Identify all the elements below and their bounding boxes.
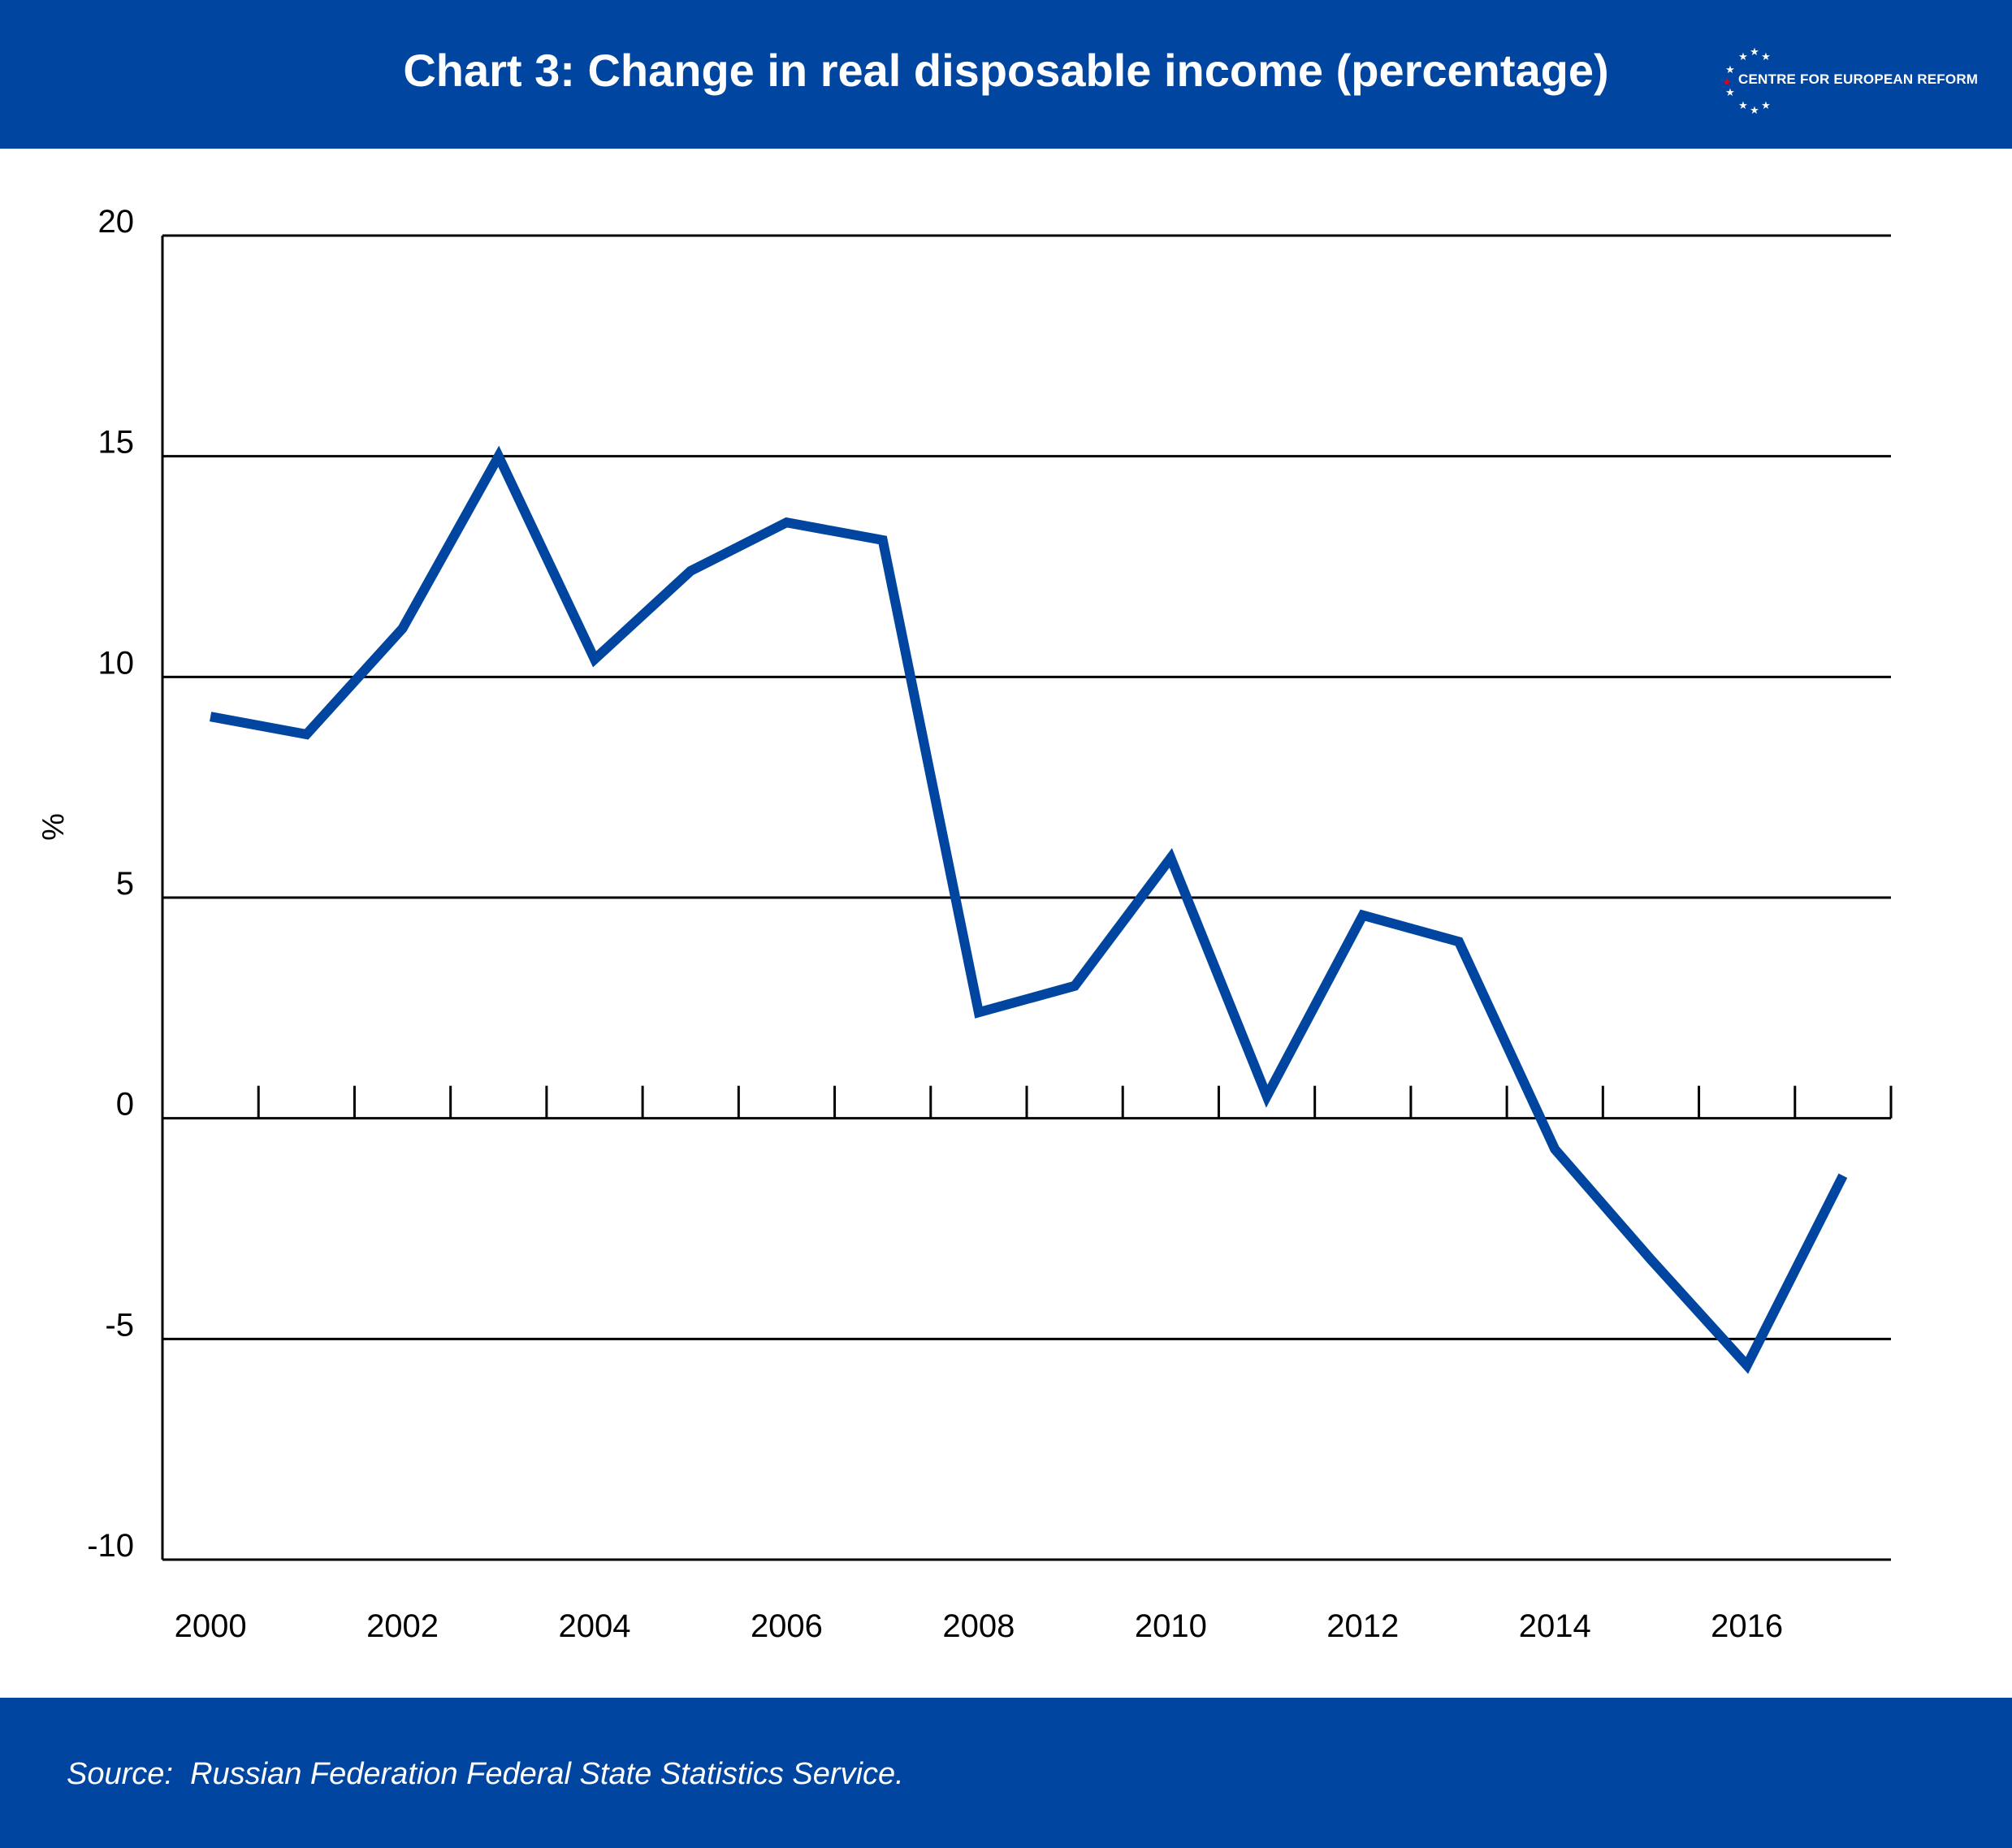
logo-text: CENTRE FOR EUROPEAN REFORM (1738, 71, 1979, 87)
data-point (594, 659, 595, 660)
x-axis-ticks (161, 1085, 1893, 1119)
x-tick-label: 2008 (942, 1608, 1015, 1644)
data-point (882, 539, 884, 541)
x-tick-label: 2006 (751, 1608, 823, 1644)
y-tick-label: 20 (98, 204, 135, 240)
y-tick-label: 5 (116, 866, 134, 902)
x-tick-label: 2012 (1326, 1608, 1399, 1644)
x-tick-label: 2016 (1711, 1608, 1783, 1644)
x-tick-label: 2002 (366, 1608, 439, 1644)
y-tick-label: -10 (87, 1528, 134, 1564)
x-tick-labels: 2000 2002 2004 2006 2008 2010 2012 2014 2016 (175, 1608, 1784, 1644)
svg-text:★: ★ (1725, 86, 1735, 98)
data-point (1650, 1259, 1651, 1261)
data-point (305, 734, 307, 735)
y-tick-label: 15 (98, 425, 135, 461)
y-axis-label: % (37, 813, 71, 841)
x-tick-label: 2014 (1519, 1608, 1591, 1644)
data-point (498, 456, 500, 457)
svg-text:★: ★ (1761, 99, 1771, 111)
y-tick-label: 10 (98, 645, 135, 681)
svg-text:★: ★ (1738, 50, 1748, 63)
x-tick-label: 2000 (175, 1608, 247, 1644)
data-point (1074, 985, 1075, 987)
source-footer-bar (0, 1698, 2012, 1848)
data-point (1842, 1175, 1844, 1176)
data-point (402, 628, 404, 630)
data-point (978, 1011, 980, 1013)
source-note: Source: Russian Federation Federal State… (67, 1757, 904, 1791)
svg-text:★: ★ (1750, 104, 1759, 116)
data-point (1554, 1149, 1556, 1150)
data-point (1458, 941, 1460, 942)
data-point (1170, 857, 1171, 859)
grid-lines (162, 234, 1891, 1561)
data-point (690, 570, 691, 572)
data-point (210, 716, 211, 717)
svg-text:★: ★ (1750, 45, 1759, 58)
series-line-0 (210, 445, 1848, 1374)
svg-text:★: ★ (1725, 63, 1735, 76)
data-point (785, 522, 787, 523)
y-tick-label: -5 (105, 1307, 134, 1343)
chart-header-bar: Chart 3: Change in real disposable incom… (0, 0, 2012, 149)
svg-text:★: ★ (1722, 76, 1732, 88)
data-point (1266, 1096, 1268, 1097)
x-tick-label: 2004 (559, 1608, 631, 1644)
data-point (1746, 1365, 1748, 1366)
y-tick-labels: -10 -5 0 5 10 15 20 (87, 204, 134, 1564)
data-point (1362, 915, 1364, 916)
eu-stars-ring-icon: ★ ★ ★ ★ ★ ★ ★ ★ ★ (1722, 45, 1771, 116)
y-tick-label: 0 (116, 1087, 134, 1123)
svg-text:★: ★ (1738, 99, 1748, 111)
x-tick-label: 2010 (1135, 1608, 1207, 1644)
svg-text:★: ★ (1761, 50, 1771, 63)
series-lines (210, 445, 1848, 1374)
chart-title: Chart 3: Change in real disposable incom… (403, 45, 1609, 96)
